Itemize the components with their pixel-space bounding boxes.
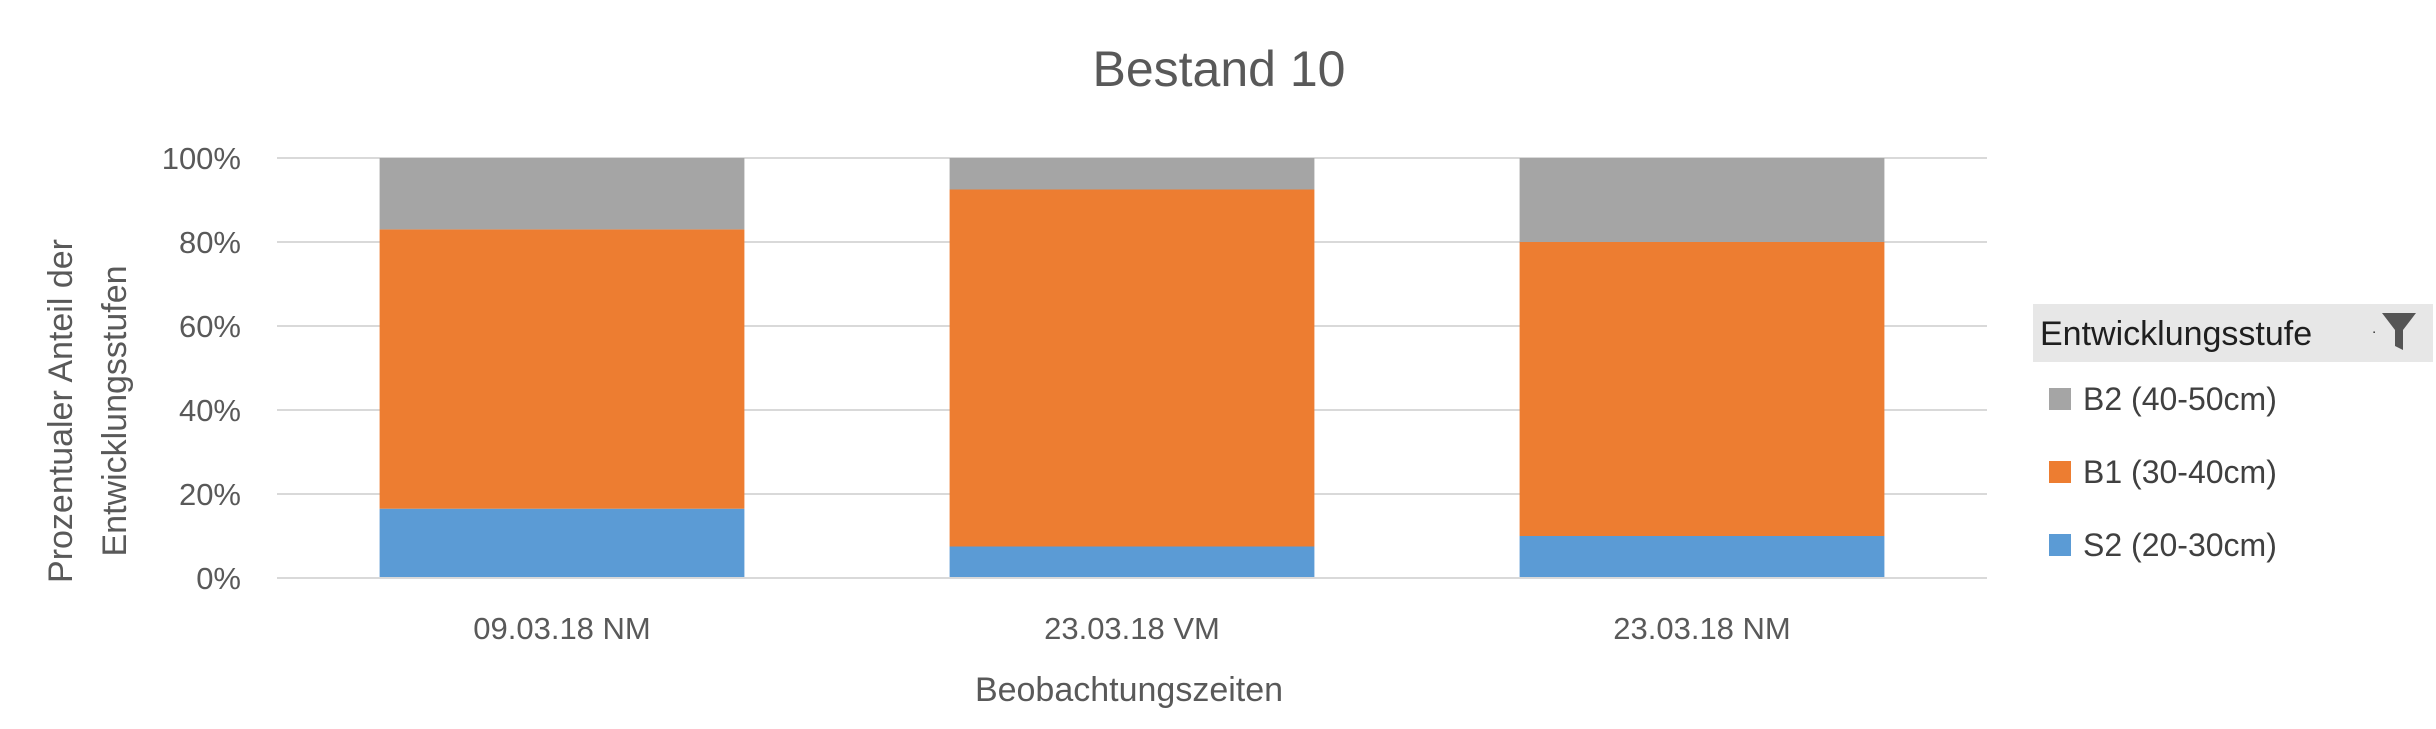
- legend-entry[interactable]: S2 (20-30cm): [2083, 527, 2277, 563]
- bar-segment: [1519, 158, 1885, 242]
- y-axis-label: Prozentualer Anteil der Entwicklungsstuf…: [42, 239, 134, 583]
- bar-segment: [1519, 242, 1885, 536]
- legend-title: Entwicklungsstufe: [2040, 315, 2312, 353]
- chart-title: Bestand 10: [1093, 41, 1346, 97]
- bar-segment: [1519, 536, 1885, 578]
- x-axis-label: Beobachtungszeiten: [975, 671, 1283, 709]
- bar-segment: [949, 546, 1315, 578]
- legend-entry[interactable]: B2 (40-50cm): [2083, 381, 2277, 417]
- bar-segment: [379, 229, 745, 509]
- y-axis-label-line-2: Entwicklungsstufen: [96, 265, 134, 556]
- y-axis-label-line-1: Prozentualer Anteil der: [42, 239, 80, 583]
- legend-entry[interactable]: B1 (30-40cm): [2083, 454, 2277, 490]
- legend-header[interactable]: [2033, 304, 2433, 362]
- legend-swatch: [2049, 388, 2071, 410]
- bar-segment: [949, 158, 1315, 190]
- y-tick-label: 40%: [179, 393, 241, 428]
- legend-swatch: [2049, 461, 2071, 483]
- legend-swatch: [2049, 534, 2071, 556]
- y-tick-label: 0%: [196, 561, 241, 596]
- bar-segment: [379, 158, 745, 230]
- bars: [379, 158, 1885, 578]
- y-tick-label: 60%: [179, 309, 241, 344]
- bar-segment: [949, 189, 1315, 547]
- x-tick-label: 23.03.18 NM: [1613, 611, 1791, 646]
- y-tick-label: 80%: [179, 225, 241, 260]
- legend: Entwicklungsstufe ˙ B2 (40-50cm) B1 (30-4…: [2033, 304, 2433, 563]
- x-axis-ticks: 09.03.18 NM 23.03.18 VM 23.03.18 NM: [473, 611, 1791, 646]
- sort-indicator-icon[interactable]: ˙: [2372, 329, 2378, 349]
- y-tick-label: 20%: [179, 477, 241, 512]
- x-tick-label: 23.03.18 VM: [1044, 611, 1220, 646]
- x-tick-label: 09.03.18 NM: [473, 611, 651, 646]
- y-tick-label: 100%: [162, 141, 241, 176]
- filter-icon[interactable]: [2382, 313, 2416, 350]
- bar-segment: [379, 508, 745, 578]
- y-axis-ticks: 0% 20% 40% 60% 80% 100%: [162, 141, 241, 596]
